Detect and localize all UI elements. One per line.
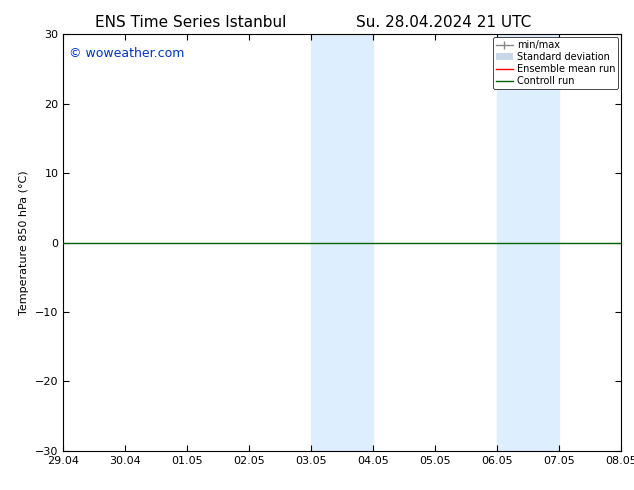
Legend: min/max, Standard deviation, Ensemble mean run, Controll run: min/max, Standard deviation, Ensemble me… [493, 37, 618, 89]
Bar [311, 34, 342, 451]
Text: © woweather.com: © woweather.com [69, 47, 184, 60]
Y-axis label: Temperature 850 hPa (°C): Temperature 850 hPa (°C) [20, 170, 30, 315]
Text: Su. 28.04.2024 21 UTC: Su. 28.04.2024 21 UTC [356, 15, 531, 30]
Text: ENS Time Series Istanbul: ENS Time Series Istanbul [94, 15, 286, 30]
Bar [497, 34, 528, 451]
Bar [528, 34, 559, 451]
Bar [342, 34, 373, 451]
